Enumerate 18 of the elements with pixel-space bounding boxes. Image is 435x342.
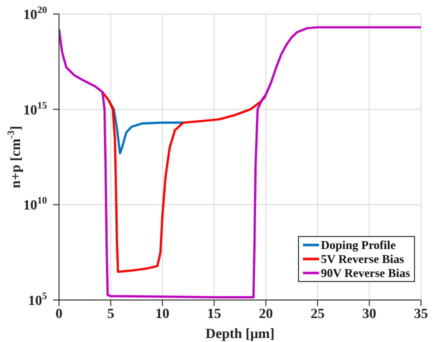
x-tick-label: 25 <box>310 306 325 322</box>
legend-label: Doping Profile <box>320 238 396 252</box>
line-series <box>101 91 267 273</box>
line-series <box>108 99 184 154</box>
x-tick-label: 0 <box>56 306 62 322</box>
legend-label: 5V Reverse Bias <box>320 252 404 266</box>
y-tick-label: 10$^{10}$ <box>23 195 48 214</box>
y-tick-label: 10$^{15}$ <box>23 100 48 118</box>
x-tick-label: 15 <box>207 306 222 322</box>
x-tick-label: 20 <box>258 306 273 322</box>
legend-label: 90V Reverse Bias <box>320 266 410 280</box>
x-tick-label: 10 <box>155 306 170 322</box>
x-tick-label: 35 <box>414 306 428 322</box>
y-tick-label: 10$^{20}$ <box>23 4 48 23</box>
x-tick-label: 5 <box>107 306 114 322</box>
x-tick-label: 30 <box>362 306 376 322</box>
x-axis-title: Depth [μm] <box>206 327 274 342</box>
y-tick-label: 10$^{5}$ <box>28 290 48 309</box>
